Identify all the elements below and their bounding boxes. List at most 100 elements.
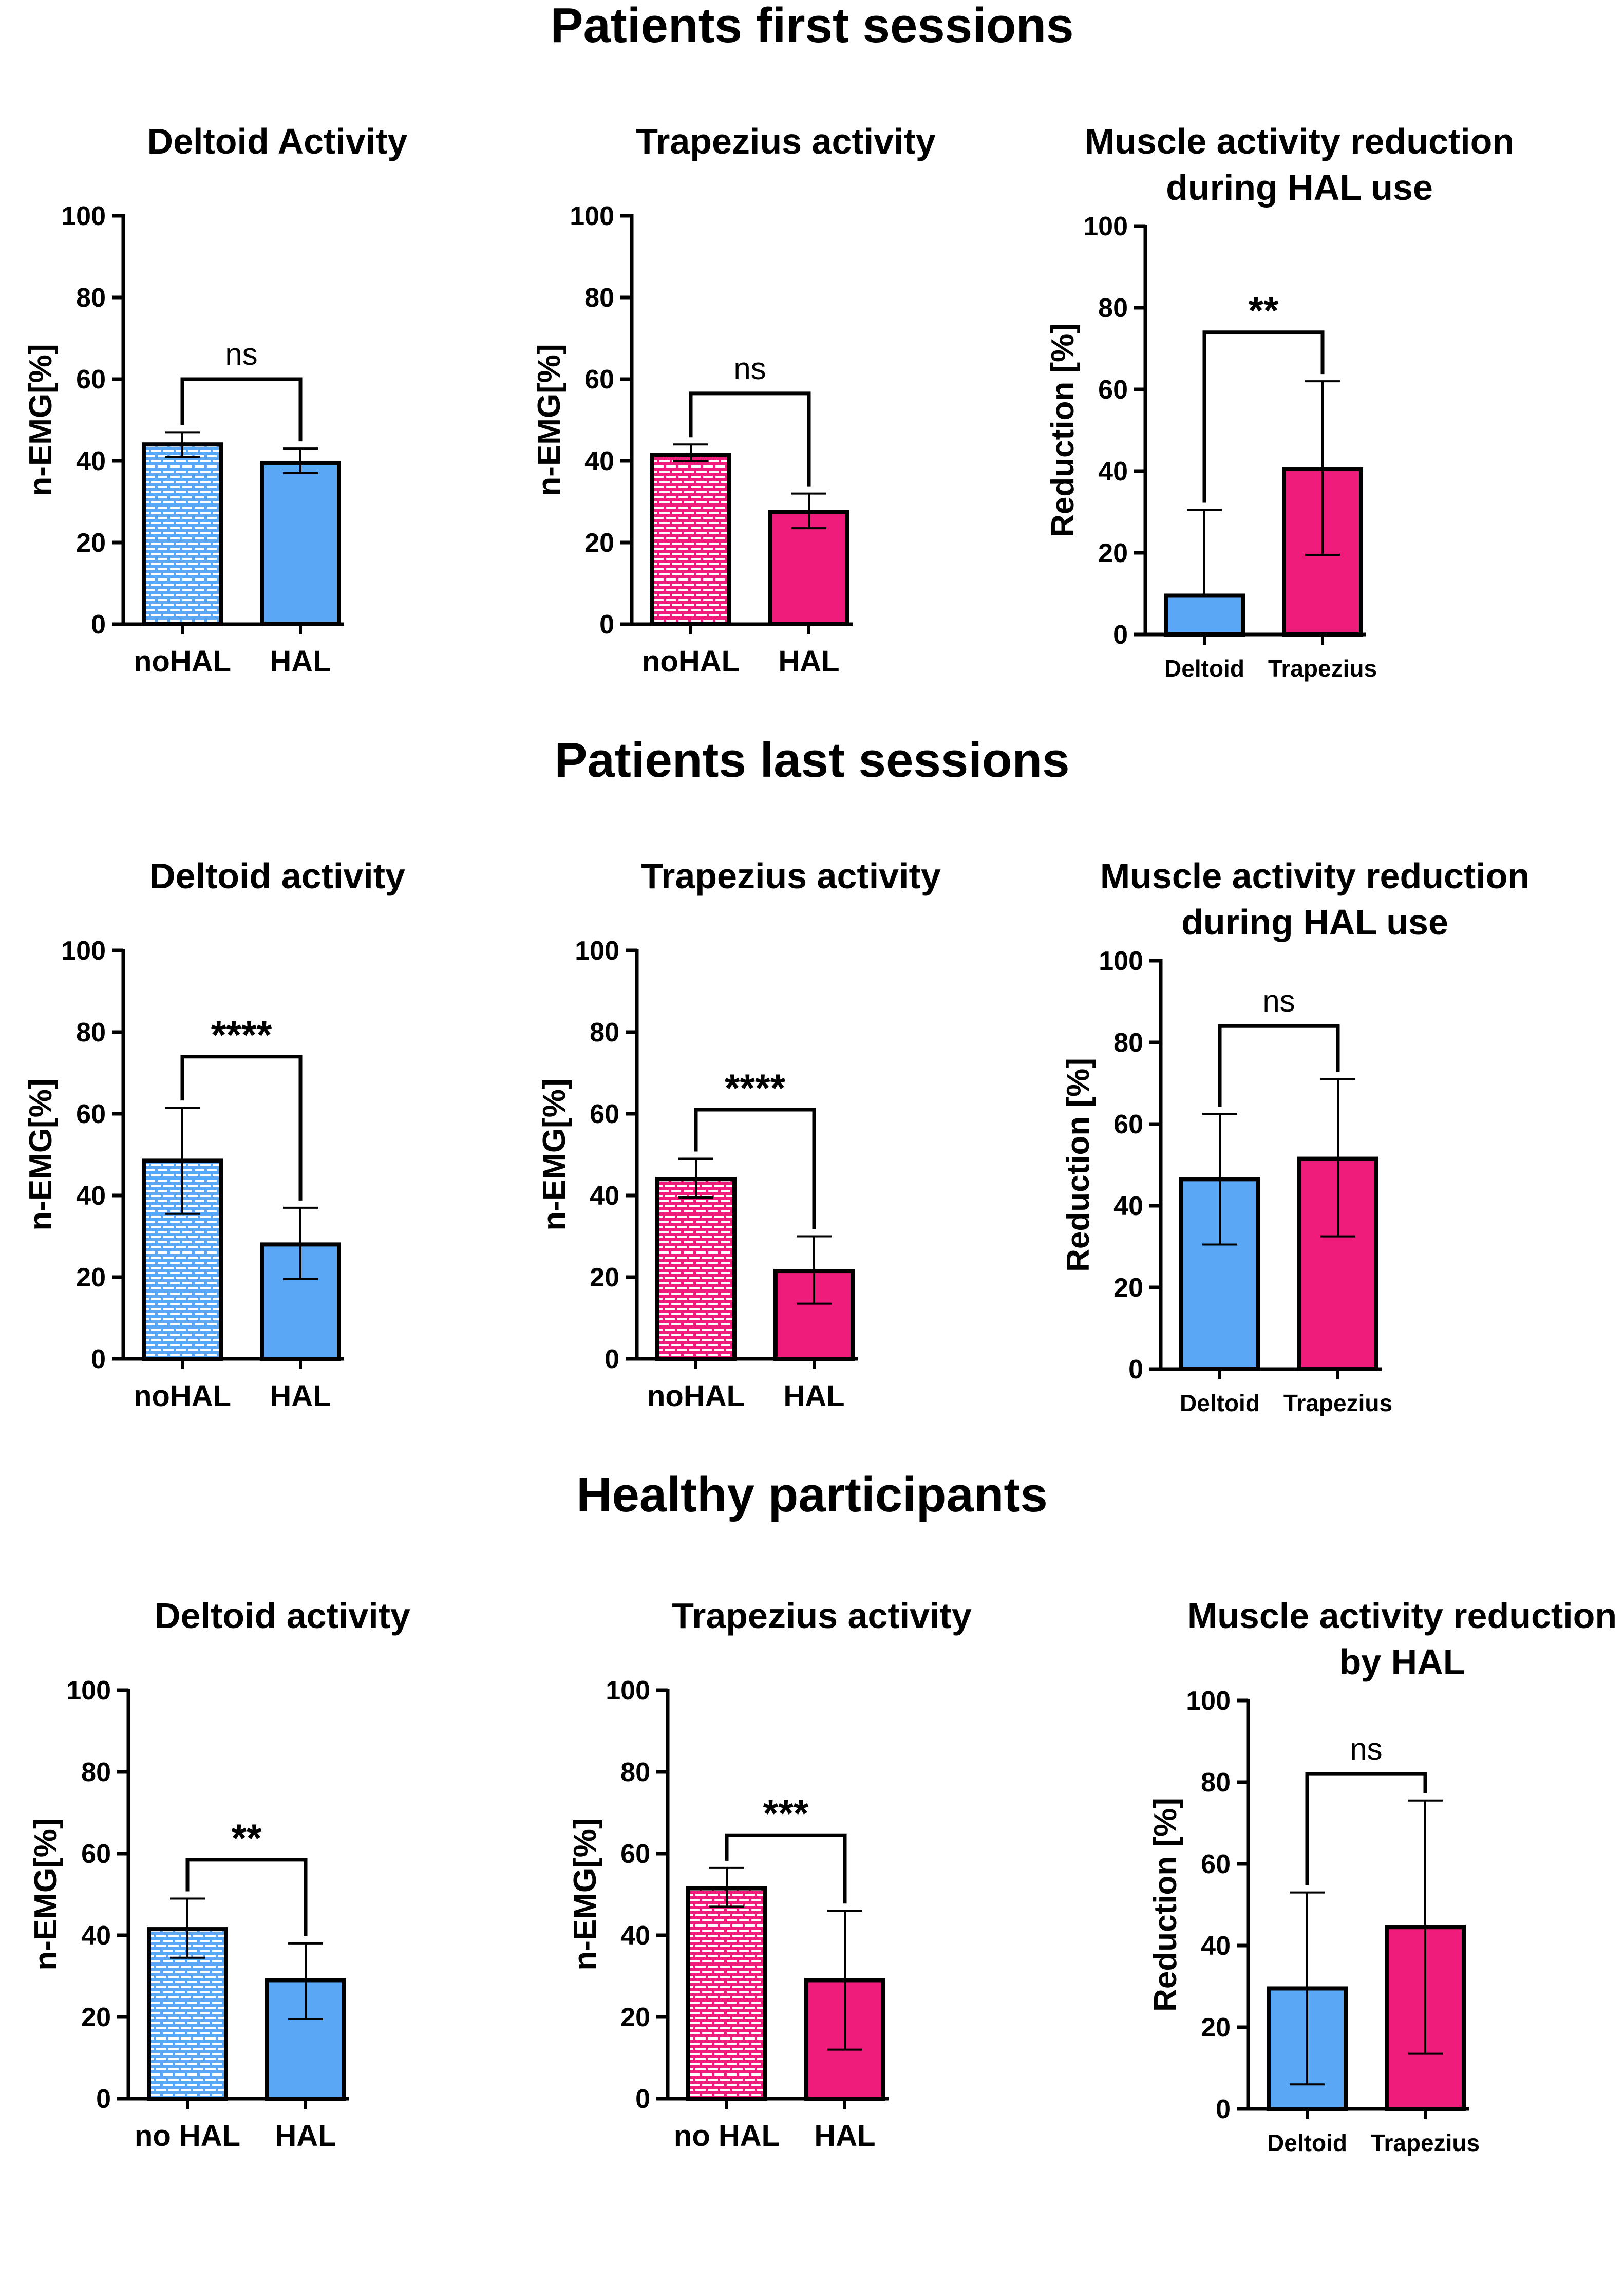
x-category-label: HAL <box>275 2119 336 2153</box>
significance-label: ** <box>231 1817 262 1860</box>
significance-bracket <box>180 1055 303 1201</box>
bar <box>1164 593 1245 637</box>
y-tick-label: 0 <box>599 610 614 640</box>
y-tick-label: 80 <box>590 1018 619 1048</box>
y-tick-label: 100 <box>1186 1686 1231 1716</box>
bar-chart: n-EMG[%] 0 20 40 60 80 100 no HAL HAL *** <box>568 1676 889 2153</box>
y-tick-label: 60 <box>76 1099 106 1129</box>
y-tick-label: 80 <box>1113 1028 1143 1058</box>
y-tick-label: 0 <box>1216 2095 1231 2124</box>
bar-chart: Reduction [%] 0 20 40 60 80 100 Deltoid Trapeziu… <box>1045 212 1377 682</box>
x-category-label: Deltoid <box>1164 655 1244 682</box>
chart-panel: Muscle activity reduction by HAL Reductio… <box>1145 1593 1624 2281</box>
y-tick-label: 100 <box>66 1676 111 1706</box>
y-tick-label: 0 <box>605 1344 619 1374</box>
bar-chart: n-EMG[%] 0 20 40 60 80 100 noHAL HAL ns <box>532 201 853 678</box>
bar-chart: n-EMG[%] 0 20 40 60 80 100 no HAL HAL ** <box>28 1676 349 2153</box>
section-title-last-sessions: Patients last sessions <box>554 733 1070 788</box>
x-category-label: Trapezius <box>1283 1390 1392 1416</box>
y-tick-label: 100 <box>1083 212 1128 241</box>
chart-title: Deltoid Activity <box>147 121 408 161</box>
y-tick-label: 100 <box>570 201 614 231</box>
y-tick-label: 40 <box>590 1181 619 1211</box>
chart-panel: Deltoid activity n-EMG[%] 0 20 40 60 80 100 no H… <box>26 1593 539 2281</box>
chart-panel: Trapezius activity n-EMG[%] 0 20 40 60 80 100 no… <box>534 853 1048 1541</box>
y-tick-label: 0 <box>1128 1355 1143 1385</box>
bar <box>768 510 849 626</box>
x-category-label: Deltoid <box>1180 1390 1260 1416</box>
significance-bracket <box>180 377 303 442</box>
y-tick-label: 60 <box>1201 1849 1231 1879</box>
x-category-label: noHAL <box>642 645 740 678</box>
x-category-label: HAL <box>783 1379 844 1413</box>
y-tick-label: 60 <box>590 1099 619 1129</box>
significance-bracket <box>689 391 811 487</box>
bar <box>655 1177 737 1361</box>
y-tick-label: 0 <box>635 2084 650 2114</box>
y-tick-label: 40 <box>81 1921 111 1951</box>
y-tick-label: 60 <box>584 365 614 395</box>
bar-chart: n-EMG[%] 0 20 40 60 80 100 noHAL HAL **** <box>537 936 858 1413</box>
y-tick-label: 80 <box>1201 1768 1231 1798</box>
y-axis-label: n-EMG[%] <box>23 344 59 496</box>
bar <box>142 442 223 626</box>
x-category-label: no HAL <box>135 2119 240 2153</box>
chart-title: Trapezius activity <box>636 121 936 161</box>
y-tick-label: 20 <box>81 2003 111 2032</box>
y-tick-label: 100 <box>61 201 106 231</box>
x-category-label: HAL <box>778 645 839 678</box>
x-category-label: noHAL <box>134 645 231 678</box>
significance-bracket <box>694 1108 816 1229</box>
x-category-label: HAL <box>814 2119 875 2153</box>
x-category-label: Trapezius <box>1371 2129 1480 2156</box>
y-tick-label: 80 <box>584 283 614 313</box>
y-axis-label: Reduction [%] <box>1061 1058 1096 1272</box>
y-tick-label: 80 <box>76 1018 106 1048</box>
y-axis-label: n-EMG[%] <box>532 344 567 496</box>
significance-bracket <box>1305 1772 1427 1885</box>
section-title-healthy: Healthy participants <box>576 1467 1048 1522</box>
significance-bracket <box>185 1858 308 1936</box>
y-tick-label: 80 <box>76 283 106 313</box>
x-category-label: HAL <box>270 1379 331 1413</box>
significance-label: **** <box>211 1014 272 1057</box>
y-tick-label: 40 <box>76 1181 106 1211</box>
chart-title: Deltoid activity <box>155 1596 410 1636</box>
y-tick-label: 40 <box>76 446 106 476</box>
significance-bracket <box>1218 1024 1340 1107</box>
y-tick-label: 20 <box>1201 2013 1231 2043</box>
chart-panel: Muscle activity reduction during HAL use… <box>1058 853 1572 1541</box>
significance-label: ** <box>1248 289 1279 333</box>
chart-title: Deltoid activity <box>149 856 405 896</box>
y-tick-label: 20 <box>76 528 106 558</box>
y-tick-label: 40 <box>1113 1191 1143 1221</box>
chart-title: Trapezius activity <box>672 1596 972 1636</box>
significance-bracket <box>725 1833 847 1904</box>
y-tick-label: 0 <box>96 2084 111 2114</box>
y-axis-label: n-EMG[%] <box>568 1818 603 1970</box>
y-tick-label: 60 <box>1113 1110 1143 1139</box>
chart-panel: Deltoid activity n-EMG[%] 0 20 40 60 80 100 noHA… <box>21 853 534 1541</box>
y-tick-label: 60 <box>81 1839 111 1869</box>
y-tick-label: 20 <box>1098 538 1128 568</box>
y-tick-label: 80 <box>1098 293 1128 323</box>
chart-title: Muscle activity reduction during HAL use <box>1084 121 1515 208</box>
y-tick-label: 40 <box>1201 1931 1231 1961</box>
y-tick-label: 0 <box>91 1344 106 1374</box>
significance-label: ns <box>1350 1732 1382 1766</box>
section-title-first-sessions: Patients first sessions <box>550 0 1074 53</box>
chart-title: Muscle activity reduction during HAL use <box>1100 856 1530 942</box>
x-category-label: noHAL <box>134 1379 231 1413</box>
y-tick-label: 40 <box>584 446 614 476</box>
y-tick-label: 0 <box>91 610 106 640</box>
chart-panel: Trapezius activity n-EMG[%] 0 20 40 60 80 100 no… <box>529 118 1043 807</box>
significance-bracket <box>1202 330 1325 503</box>
chart-title: Muscle activity reduction by HAL <box>1187 1596 1617 1682</box>
y-axis-label: n-EMG[%] <box>28 1818 64 1970</box>
y-tick-label: 20 <box>76 1263 106 1293</box>
y-tick-label: 20 <box>620 2003 650 2032</box>
y-tick-label: 80 <box>81 1758 111 1787</box>
significance-label: ns <box>733 351 766 386</box>
y-tick-label: 60 <box>620 1839 650 1869</box>
y-tick-label: 40 <box>1098 457 1128 487</box>
